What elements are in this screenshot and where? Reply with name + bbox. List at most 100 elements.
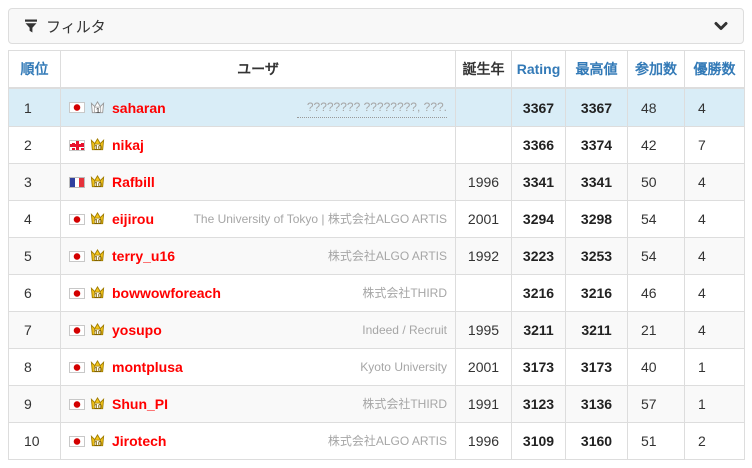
rating-cell: 3366 [511, 126, 566, 164]
flag-ge-icon [69, 139, 85, 151]
username-link[interactable]: saharan [112, 99, 166, 116]
rating-cell: 3294 [511, 200, 566, 238]
rank-cell: 8 [8, 348, 61, 386]
user-cell: 10 montplusa Kyoto University [60, 348, 456, 386]
table-row: 7 10 yosupo Indeed / Recruit 1995 3211 3… [8, 311, 745, 349]
highest-cell: 3160 [565, 422, 628, 460]
highest-cell: 3374 [565, 126, 628, 164]
header-participations[interactable]: 参加数 [627, 50, 685, 89]
ranking-table: 順位 ユーザ 誕生年 Rating 最高値 参加数 優勝数 1 1 [8, 50, 745, 460]
highest-cell: 3298 [565, 200, 628, 238]
crown-icon: 10 [90, 174, 106, 190]
birth-year-cell: 1996 [455, 163, 512, 201]
username-link[interactable]: eijirou [112, 211, 155, 227]
user-affiliation: 株式会社THIRD [362, 286, 447, 300]
birth-year-cell [455, 87, 512, 127]
rating-cell: 3223 [511, 237, 566, 275]
table-row: 6 10 bowwowforeach 株式会社THIRD 3216 3216 4… [8, 274, 745, 312]
highest-cell: 3367 [565, 87, 628, 127]
participation-cell: 54 [627, 237, 685, 275]
user-affiliation: The University of Tokyo | 株式会社ALGO ARTIS [193, 212, 447, 226]
flag-jp-icon [69, 398, 85, 410]
participation-cell: 40 [627, 348, 685, 386]
participation-cell: 42 [627, 126, 685, 164]
highest-cell: 3341 [565, 163, 628, 201]
username-link[interactable]: bowwowforeach [112, 285, 221, 301]
rank-cell: 5 [8, 237, 61, 275]
highest-cell: 3253 [565, 237, 628, 275]
flag-jp-icon [69, 250, 85, 262]
crown-icon: 10 [90, 396, 106, 412]
table-row: 5 10 terry_u16 株式会社ALGO ARTIS 1992 3223 … [8, 237, 745, 275]
header-highest[interactable]: 最高値 [565, 50, 628, 89]
flag-fr-icon [69, 176, 85, 188]
rank-cell: 7 [8, 311, 61, 349]
ranking-table-body: 1 1 saharan ???????? ????????, ???. 3367… [8, 87, 745, 460]
user-cell: 1 saharan ???????? ????????, ???. [60, 87, 456, 127]
wins-cell: 4 [684, 237, 745, 275]
user-affiliation: 株式会社ALGO ARTIS [327, 249, 447, 263]
rating-cell: 3123 [511, 385, 566, 423]
crown-icon: 10 [90, 248, 106, 264]
wins-cell: 1 [684, 348, 745, 386]
rating-cell: 3341 [511, 163, 566, 201]
rank-cell: 10 [8, 422, 61, 460]
table-header-row: 順位 ユーザ 誕生年 Rating 最高値 参加数 優勝数 [8, 50, 745, 89]
participation-cell: 57 [627, 385, 685, 423]
flag-jp-icon [69, 213, 85, 225]
crown-icon: 10 [90, 211, 106, 227]
participation-cell: 46 [627, 274, 685, 312]
username-link[interactable]: Rafbill [112, 174, 155, 190]
rank-cell: 2 [8, 126, 61, 164]
rank-cell: 4 [8, 200, 61, 238]
table-row: 3 10 Rafbill 1996 3341 3341 50 4 [8, 163, 745, 201]
participation-cell: 54 [627, 200, 685, 238]
user-affiliation: Indeed / Recruit [362, 323, 447, 337]
header-rank[interactable]: 順位 [8, 50, 61, 89]
crown-icon: 10 [90, 322, 106, 338]
rank-cell: 1 [8, 87, 61, 127]
username-link[interactable]: nikaj [112, 137, 144, 153]
participation-cell: 51 [627, 422, 685, 460]
highest-cell: 3211 [565, 311, 628, 349]
user-cell: 10 Shun_PI 株式会社THIRD [60, 385, 456, 423]
user-cell: 10 yosupo Indeed / Recruit [60, 311, 456, 349]
user-cell: 10 bowwowforeach 株式会社THIRD [60, 274, 456, 312]
wins-cell: 2 [684, 422, 745, 460]
username-link[interactable]: yosupo [112, 322, 162, 338]
username-link[interactable]: Shun_PI [112, 396, 169, 412]
wins-cell: 4 [684, 200, 745, 238]
username-link[interactable]: Jirotech [112, 433, 167, 449]
rank-cell: 3 [8, 163, 61, 201]
user-affiliation: Kyoto University [360, 360, 447, 374]
filter-funnel-icon [24, 18, 38, 34]
user-cell: 10 Jirotech 株式会社ALGO ARTIS [60, 422, 456, 460]
flag-jp-icon [69, 324, 85, 336]
wins-cell: 4 [684, 274, 745, 312]
flag-jp-icon [69, 102, 85, 113]
wins-cell: 7 [684, 126, 745, 164]
chevron-down-icon[interactable] [714, 21, 728, 31]
crown-icon: 10 [90, 137, 106, 153]
wins-cell: 4 [684, 163, 745, 201]
username-link[interactable]: terry_u16 [112, 248, 176, 264]
crown-icon: 10 [90, 433, 106, 449]
birth-year-cell: 2001 [455, 200, 512, 238]
table-row: 1 1 saharan ???????? ????????, ???. 3367… [8, 87, 745, 127]
crown-icon: 10 [90, 285, 106, 301]
birth-year-cell: 2001 [455, 348, 512, 386]
flag-jp-icon [69, 287, 85, 299]
crown-icon: 1 [90, 100, 106, 116]
crown-icon: 10 [90, 359, 106, 375]
birth-year-cell: 1995 [455, 311, 512, 349]
table-row: 4 10 eijirou The University of Tokyo | 株… [8, 200, 745, 238]
header-rating[interactable]: Rating [511, 50, 566, 89]
rating-cell: 3109 [511, 422, 566, 460]
user-cell: 10 nikaj [60, 126, 456, 164]
rating-cell: 3216 [511, 274, 566, 312]
header-wins[interactable]: 優勝数 [684, 50, 745, 89]
filter-panel-toggle[interactable]: フィルタ [8, 8, 744, 44]
participation-cell: 50 [627, 163, 685, 201]
username-link[interactable]: montplusa [112, 359, 183, 375]
